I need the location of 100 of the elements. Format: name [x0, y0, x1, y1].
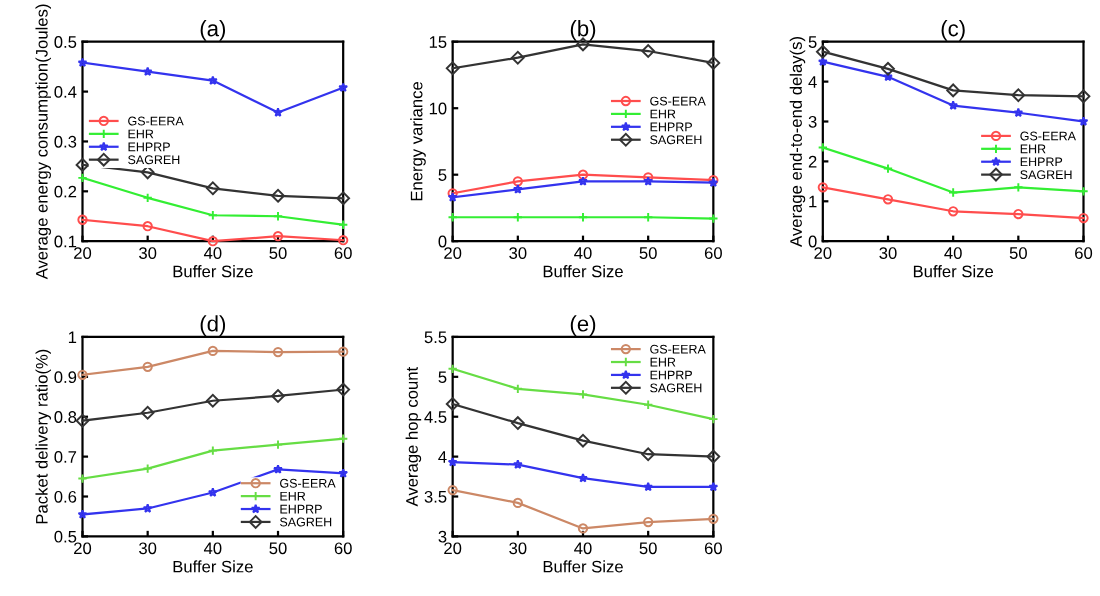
x-tick-label: 40	[574, 542, 592, 555]
chart-title: (a)	[200, 20, 226, 41]
x-tick-label: 50	[269, 247, 287, 259]
point	[77, 57, 88, 68]
point	[445, 397, 460, 411]
x-tick-label: 60	[334, 542, 352, 555]
point	[883, 71, 893, 82]
chart-title: (e)	[570, 315, 596, 336]
y-tick-label: 0.2	[54, 185, 77, 198]
point	[641, 447, 656, 462]
point	[510, 50, 525, 65]
point	[578, 473, 588, 483]
y-tick-label: 0	[438, 235, 447, 248]
y-axis-title: Packet delivery ratio(%)	[35, 349, 51, 524]
x-tick-label: 40	[203, 542, 222, 555]
point	[643, 516, 654, 528]
y-tick-label: 4	[438, 451, 447, 463]
x-axis-title: Buffer Size	[543, 560, 623, 573]
point	[271, 389, 285, 403]
point	[512, 497, 523, 509]
x-tick-label: 50	[639, 247, 657, 259]
y-axis-title: Energy variance	[410, 81, 426, 201]
point	[708, 513, 719, 524]
y-tick-label: 0.6	[54, 490, 77, 503]
chart-title: (b)	[570, 20, 596, 41]
y-tick-label: 0.5	[54, 36, 77, 48]
point	[207, 445, 218, 456]
point	[140, 405, 155, 420]
point	[706, 56, 721, 70]
point	[578, 176, 588, 186]
y-axis-title: Average hop count	[405, 366, 422, 507]
x-tick-label: 30	[139, 542, 157, 555]
x-tick-label: 60	[1075, 247, 1093, 259]
y-tick-label: 0.7	[54, 451, 77, 463]
y-tick-label: 0.8	[54, 411, 77, 423]
line-series	[77, 464, 349, 519]
point	[577, 169, 589, 180]
x-tick-label: 20	[74, 542, 92, 555]
point	[273, 464, 283, 474]
y-axis-title: Average end-to-end delay(s)	[789, 37, 806, 247]
point	[643, 481, 654, 492]
point	[817, 182, 828, 193]
x-tick-label: 30	[509, 542, 527, 555]
point	[142, 503, 153, 513]
y-tick-label: 3.5	[424, 490, 447, 503]
point	[207, 345, 218, 357]
x-tick-label: 60	[704, 247, 722, 259]
y-tick-label: 3	[808, 115, 817, 128]
y-tick-label: 5	[438, 169, 447, 181]
y-tick-label: 5	[438, 371, 447, 384]
x-tick-label: 60	[334, 247, 352, 259]
line-series	[77, 57, 349, 117]
y-tick-label: 0.4	[54, 85, 77, 98]
point	[338, 346, 349, 357]
y-tick-label: 0.9	[54, 371, 77, 384]
line-series	[447, 457, 719, 492]
y-tick-label: 0.5	[54, 530, 77, 543]
y-tick-label: 0.1	[54, 235, 77, 248]
point	[1078, 116, 1089, 126]
x-tick-label: 20	[74, 247, 92, 259]
point	[815, 44, 830, 59]
x-tick-label: 30	[509, 247, 527, 259]
y-tick-label: 3	[438, 530, 447, 543]
point	[1013, 208, 1024, 220]
chart-title: (c)	[941, 20, 965, 41]
point	[336, 191, 351, 206]
point	[577, 523, 589, 534]
x-tick-label: 40	[944, 247, 962, 259]
point	[207, 75, 218, 85]
point	[706, 449, 721, 464]
y-tick-label: 0.3	[54, 135, 77, 148]
x-tick-label: 50	[1009, 247, 1027, 259]
point	[510, 416, 525, 430]
point	[142, 463, 153, 474]
point	[336, 382, 351, 397]
y-tick-label: 5	[808, 36, 817, 48]
point	[1078, 212, 1089, 224]
point	[271, 188, 285, 203]
x-tick-label: 30	[139, 247, 157, 259]
line-series	[817, 182, 1089, 224]
x-tick-label: 30	[879, 247, 897, 259]
x-axis-title: Buffer Size	[173, 560, 253, 573]
y-tick-label: 5.5	[424, 331, 447, 344]
point	[142, 66, 153, 76]
y-tick-label: 4	[808, 76, 817, 88]
y-tick-label: 0	[808, 235, 817, 248]
point	[817, 56, 828, 67]
point	[207, 487, 218, 497]
point	[512, 459, 523, 469]
point	[77, 509, 88, 519]
line-series	[77, 345, 349, 380]
point	[512, 184, 523, 194]
y-tick-label: 2	[808, 155, 817, 168]
x-axis-title: Buffer Size	[173, 265, 253, 278]
y-tick-label: 4.5	[424, 411, 447, 423]
x-tick-label: 50	[639, 542, 657, 555]
line-series	[817, 56, 1089, 126]
point	[447, 457, 458, 467]
x-axis-title: Buffer Size	[543, 265, 623, 278]
point	[445, 61, 460, 76]
